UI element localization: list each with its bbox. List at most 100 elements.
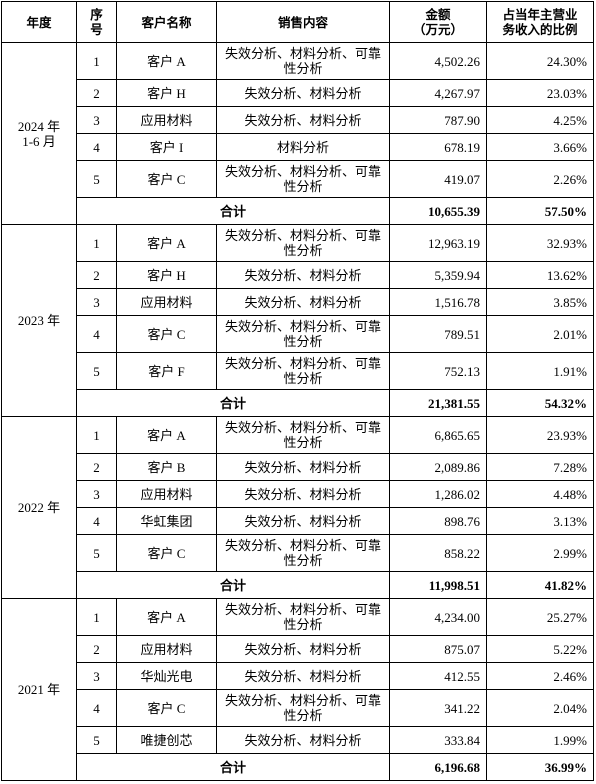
row-number: 2 <box>76 79 117 107</box>
row-number: 5 <box>76 534 117 572</box>
ratio: 3.13% <box>486 507 594 535</box>
total-row: 合计 11,998.51 41.82% <box>2 571 594 599</box>
ratio: 23.03% <box>486 79 594 107</box>
ratio: 4.48% <box>486 480 594 508</box>
amount: 752.13 <box>389 352 487 390</box>
amount: 333.84 <box>389 726 487 754</box>
total-row: 合计 6,196.68 36.99% <box>2 753 594 781</box>
data-row: 5 唯捷创芯 失效分析、材料分析 333.84 1.99% <box>2 726 594 754</box>
row-number: 5 <box>76 726 117 754</box>
year-cell: 2023 年 <box>1 224 77 417</box>
amount: 898.76 <box>389 507 487 535</box>
total-label: 合计 <box>76 197 390 225</box>
row-number: 5 <box>76 352 117 390</box>
ratio: 1.91% <box>486 352 594 390</box>
data-row: 4 客户 C 失效分析、材料分析、可靠性分析 341.22 2.04% <box>2 689 594 727</box>
header-cell: 序 号 <box>76 1 117 43</box>
sales-content: 失效分析、材料分析 <box>216 726 390 754</box>
total-label: 合计 <box>76 389 390 417</box>
ratio: 4.25% <box>486 106 594 134</box>
customer-name: 客户 I <box>116 133 217 161</box>
customer-name: 应用材料 <box>116 288 217 316</box>
data-row: 3 华灿光电 失效分析、材料分析 412.55 2.46% <box>2 662 594 690</box>
amount: 1,286.02 <box>389 480 487 508</box>
row-number: 1 <box>76 42 117 80</box>
data-row: 3 应用材料 失效分析、材料分析 1,516.78 3.85% <box>2 288 594 316</box>
total-amount: 10,655.39 <box>389 197 487 225</box>
amount: 412.55 <box>389 662 487 690</box>
data-row: 2 应用材料 失效分析、材料分析 875.07 5.22% <box>2 635 594 663</box>
amount: 12,963.19 <box>389 224 487 262</box>
customer-name: 客户 C <box>116 315 217 353</box>
total-label: 合计 <box>76 571 390 599</box>
ratio: 24.30% <box>486 42 594 80</box>
total-amount: 6,196.68 <box>389 753 487 781</box>
customer-name: 客户 A <box>116 42 217 80</box>
header-cell: 年度 <box>1 1 77 43</box>
data-row: 5 客户 C 失效分析、材料分析、可靠性分析 419.07 2.26% <box>2 160 594 198</box>
row-number: 2 <box>76 635 117 663</box>
header-cell: 金额 （万元） <box>389 1 487 43</box>
data-row: 4 华虹集团 失效分析、材料分析 898.76 3.13% <box>2 507 594 535</box>
row-number: 3 <box>76 662 117 690</box>
data-row: 5 客户 C 失效分析、材料分析、可靠性分析 858.22 2.99% <box>2 534 594 572</box>
amount: 875.07 <box>389 635 487 663</box>
customer-name: 客户 H <box>116 79 217 107</box>
data-row: 2023 年 1 客户 A 失效分析、材料分析、可靠性分析 12,963.19 32.93… <box>1 224 594 417</box>
data-row: 4 客户 C 失效分析、材料分析、可靠性分析 789.51 2.01% <box>2 315 594 353</box>
year-cell: 2021 年 <box>1 598 77 781</box>
total-label: 合计 <box>76 753 390 781</box>
amount: 789.51 <box>389 315 487 353</box>
total-ratio: 54.32% <box>486 389 594 417</box>
sales-content: 失效分析、材料分析、可靠性分析 <box>216 224 390 262</box>
customer-name: 客户 A <box>116 416 217 454</box>
amount: 787.90 <box>389 106 487 134</box>
header-row: 年度序 号客户名称 销售内容 金额 （万元） 占当年主营业 务收入的比例 <box>1 1 594 43</box>
row-number: 1 <box>76 598 117 636</box>
ratio: 1.99% <box>486 726 594 754</box>
amount: 341.22 <box>389 689 487 727</box>
year-cell: 2022 年 <box>1 416 77 599</box>
total-ratio: 41.82% <box>486 571 594 599</box>
amount: 858.22 <box>389 534 487 572</box>
sales-content: 失效分析、材料分析、可靠性分析 <box>216 160 390 198</box>
amount: 1,516.78 <box>389 288 487 316</box>
sales-content: 失效分析、材料分析 <box>216 507 390 535</box>
ratio: 3.66% <box>486 133 594 161</box>
sales-content: 失效分析、材料分析 <box>216 453 390 481</box>
sales-content: 失效分析、材料分析 <box>216 288 390 316</box>
ratio: 2.46% <box>486 662 594 690</box>
customer-name: 应用材料 <box>116 480 217 508</box>
data-row: 2021 年 1 客户 A 失效分析、材料分析、可靠性分析 4,234.00 25.27% <box>1 598 594 781</box>
data-row: 2 客户 B 失效分析、材料分析 2,089.86 7.28% <box>2 453 594 481</box>
sales-content: 失效分析、材料分析、可靠性分析 <box>216 315 390 353</box>
row-number: 1 <box>76 416 117 454</box>
ratio: 23.93% <box>486 416 594 454</box>
customer-name: 客户 H <box>116 261 217 289</box>
data-row: 2022 年 1 客户 A 失效分析、材料分析、可靠性分析 6,865.65 23.93% <box>1 416 594 599</box>
data-row: 5 客户 F 失效分析、材料分析、可靠性分析 752.13 1.91% <box>2 352 594 390</box>
data-row: 3 应用材料 失效分析、材料分析 787.90 4.25% <box>2 106 594 134</box>
customer-name: 客户 C <box>116 689 217 727</box>
sales-content: 失效分析、材料分析 <box>216 106 390 134</box>
customer-name: 华灿光电 <box>116 662 217 690</box>
sales-content: 失效分析、材料分析、可靠性分析 <box>216 534 390 572</box>
header-cell: 销售内容 <box>216 1 390 43</box>
row-number: 2 <box>76 261 117 289</box>
ratio: 2.04% <box>486 689 594 727</box>
sales-content: 材料分析 <box>216 133 390 161</box>
ratio: 32.93% <box>486 224 594 262</box>
total-row: 合计 10,655.39 57.50% <box>2 197 594 225</box>
row-number: 3 <box>76 480 117 508</box>
customer-name: 华虹集团 <box>116 507 217 535</box>
sales-content: 失效分析、材料分析、可靠性分析 <box>216 689 390 727</box>
ratio: 2.01% <box>486 315 594 353</box>
ratio: 5.22% <box>486 635 594 663</box>
customer-name: 客户 C <box>116 160 217 198</box>
customer-name: 应用材料 <box>116 106 217 134</box>
row-number: 4 <box>76 507 117 535</box>
row-number: 4 <box>76 689 117 727</box>
data-row: 2024 年 1-6 月 1 客户 A 失效分析、材料分析、可靠性分析 4,502.26… <box>1 42 594 225</box>
header-cell: 占当年主营业 务收入的比例 <box>486 1 594 43</box>
